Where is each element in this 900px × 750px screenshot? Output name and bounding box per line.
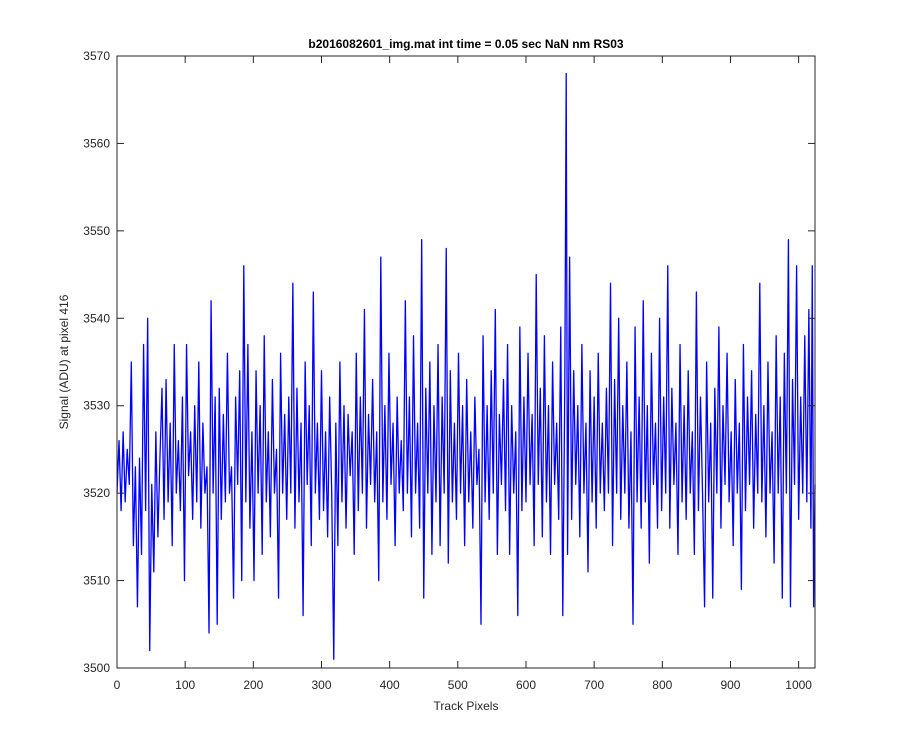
y-ticks: 3500 3510 3520 3530 3540 3550 3560 3570 [83,49,815,675]
x-tick-label: 1000 [785,678,812,692]
y-tick-label: 3560 [83,136,110,150]
x-tick-label: 300 [311,678,331,692]
x-tick-label: 100 [175,678,195,692]
chart-title: b2016082601_img.mat int time = 0.05 sec … [308,37,623,51]
y-tick-label: 3520 [83,486,110,500]
x-tick-label: 500 [448,678,468,692]
y-tick-label: 3540 [83,311,110,325]
x-tick-label: 0 [114,678,121,692]
x-ticks: 0 100 200 300 400 500 600 700 800 900 1000 [114,56,812,692]
x-tick-label: 700 [584,678,604,692]
x-tick-label: 400 [380,678,400,692]
axes-box [116,55,816,669]
x-tick-label: 200 [243,678,263,692]
y-tick-label: 3570 [83,49,110,63]
y-tick-label: 3550 [83,224,110,238]
x-tick-label: 900 [720,678,740,692]
x-tick-label: 600 [516,678,536,692]
series-line-0 [116,72,816,660]
x-tick-label: 800 [652,678,672,692]
y-tick-label: 3500 [83,661,110,675]
y-axis-label: Signal (ADU) at pixel 416 [57,294,71,429]
plot-area [117,56,815,668]
x-axis-label: Track Pixels [434,699,499,713]
y-tick-label: 3530 [83,399,110,413]
y-tick-label: 3510 [83,574,110,588]
data-layer [116,72,816,660]
